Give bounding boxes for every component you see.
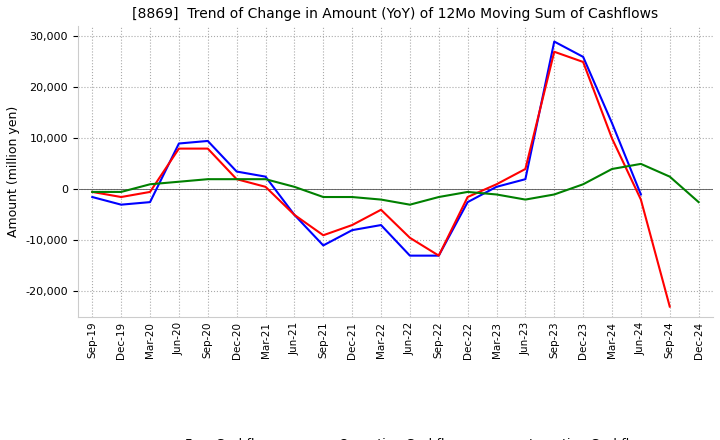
Line: Investing Cashflow: Investing Cashflow bbox=[92, 164, 698, 205]
Investing Cashflow bbox=[492, 192, 501, 197]
Free Cashflow bbox=[117, 202, 125, 207]
Free Cashflow bbox=[290, 212, 299, 217]
Operating Cashflow bbox=[405, 235, 414, 240]
Operating Cashflow bbox=[608, 136, 616, 141]
Free Cashflow bbox=[521, 176, 530, 182]
Operating Cashflow bbox=[492, 182, 501, 187]
Operating Cashflow bbox=[550, 49, 559, 55]
Free Cashflow bbox=[377, 222, 385, 227]
Operating Cashflow bbox=[636, 197, 645, 202]
Investing Cashflow bbox=[117, 189, 125, 194]
Investing Cashflow bbox=[261, 176, 270, 182]
Free Cashflow bbox=[233, 169, 241, 174]
Operating Cashflow bbox=[145, 189, 154, 194]
Operating Cashflow bbox=[174, 146, 183, 151]
Free Cashflow bbox=[579, 54, 588, 59]
Investing Cashflow bbox=[348, 194, 356, 200]
Free Cashflow bbox=[405, 253, 414, 258]
Free Cashflow bbox=[492, 184, 501, 190]
Y-axis label: Amount (million yen): Amount (million yen) bbox=[7, 106, 20, 237]
Free Cashflow bbox=[261, 174, 270, 179]
Operating Cashflow bbox=[521, 166, 530, 172]
Operating Cashflow bbox=[348, 222, 356, 227]
Investing Cashflow bbox=[579, 182, 588, 187]
Investing Cashflow bbox=[174, 179, 183, 184]
Free Cashflow bbox=[145, 199, 154, 205]
Free Cashflow bbox=[348, 227, 356, 233]
Free Cashflow bbox=[550, 39, 559, 44]
Investing Cashflow bbox=[233, 176, 241, 182]
Free Cashflow bbox=[463, 199, 472, 205]
Investing Cashflow bbox=[319, 194, 328, 200]
Free Cashflow bbox=[204, 138, 212, 143]
Operating Cashflow bbox=[261, 184, 270, 190]
Line: Operating Cashflow: Operating Cashflow bbox=[92, 52, 670, 307]
Free Cashflow bbox=[434, 253, 443, 258]
Investing Cashflow bbox=[463, 189, 472, 194]
Investing Cashflow bbox=[608, 166, 616, 172]
Operating Cashflow bbox=[579, 59, 588, 65]
Operating Cashflow bbox=[463, 194, 472, 200]
Free Cashflow bbox=[636, 192, 645, 197]
Investing Cashflow bbox=[550, 192, 559, 197]
Legend: Free Cashflow, Operating Cashflow, Investing Cashflow: Free Cashflow, Operating Cashflow, Inves… bbox=[139, 433, 652, 440]
Operating Cashflow bbox=[204, 146, 212, 151]
Operating Cashflow bbox=[233, 176, 241, 182]
Investing Cashflow bbox=[290, 184, 299, 190]
Operating Cashflow bbox=[88, 189, 96, 194]
Investing Cashflow bbox=[521, 197, 530, 202]
Investing Cashflow bbox=[377, 197, 385, 202]
Free Cashflow bbox=[174, 141, 183, 146]
Investing Cashflow bbox=[694, 199, 703, 205]
Free Cashflow bbox=[694, 304, 703, 309]
Title: [8869]  Trend of Change in Amount (YoY) of 12Mo Moving Sum of Cashflows: [8869] Trend of Change in Amount (YoY) o… bbox=[132, 7, 659, 21]
Free Cashflow bbox=[608, 121, 616, 126]
Investing Cashflow bbox=[405, 202, 414, 207]
Operating Cashflow bbox=[290, 212, 299, 217]
Investing Cashflow bbox=[636, 161, 645, 166]
Line: Free Cashflow: Free Cashflow bbox=[92, 41, 698, 307]
Operating Cashflow bbox=[377, 207, 385, 213]
Operating Cashflow bbox=[319, 233, 328, 238]
Investing Cashflow bbox=[88, 189, 96, 194]
Operating Cashflow bbox=[665, 304, 674, 309]
Operating Cashflow bbox=[117, 194, 125, 200]
Free Cashflow bbox=[319, 243, 328, 248]
Operating Cashflow bbox=[434, 253, 443, 258]
Free Cashflow bbox=[88, 194, 96, 200]
Investing Cashflow bbox=[665, 174, 674, 179]
Investing Cashflow bbox=[145, 182, 154, 187]
Investing Cashflow bbox=[434, 194, 443, 200]
Investing Cashflow bbox=[204, 176, 212, 182]
